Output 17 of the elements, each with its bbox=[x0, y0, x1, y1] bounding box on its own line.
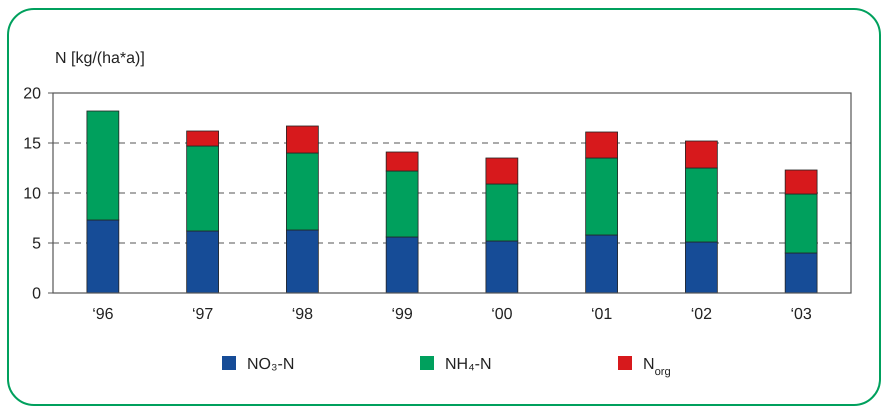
legend-label: N$_{org}$ bbox=[643, 356, 671, 378]
legend-label: NH₄-N bbox=[445, 356, 492, 373]
x-tick-label: ‘02 bbox=[690, 306, 712, 323]
y-axis-title: N [kg/(ha*a)] bbox=[55, 50, 145, 67]
legend-label: NO₃-N bbox=[247, 356, 294, 373]
y-tick-label: 5 bbox=[32, 236, 42, 253]
x-tick-label: ‘99 bbox=[391, 306, 413, 323]
y-tick-label: 20 bbox=[23, 86, 42, 103]
x-tick-label: ‘96 bbox=[92, 306, 114, 323]
y-tick-label: 0 bbox=[32, 286, 42, 303]
x-tick-label: ‘00 bbox=[491, 306, 513, 323]
y-tick-label: 15 bbox=[23, 136, 42, 153]
x-tick-label: ‘03 bbox=[790, 306, 812, 323]
y-tick-label: 10 bbox=[23, 186, 42, 203]
x-tick-label: ‘97 bbox=[192, 306, 214, 323]
x-tick-label: ‘98 bbox=[292, 306, 314, 323]
x-tick-label: ‘01 bbox=[590, 306, 612, 323]
